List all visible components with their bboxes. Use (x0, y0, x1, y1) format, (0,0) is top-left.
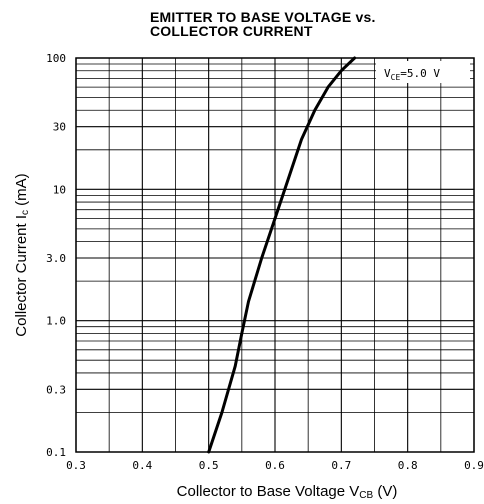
x-tick-label: 0.6 (265, 459, 285, 472)
data-series-line (207, 56, 357, 454)
y-tick-label: 10 (53, 183, 66, 196)
chart-subtitle: COLLECTOR CURRENT (150, 23, 313, 39)
y-tick-label: 30 (53, 121, 66, 134)
x-axis-label: Collector to Base Voltage VCB (V) (177, 483, 398, 501)
x-tick-label: 0.8 (398, 459, 418, 472)
chart-title: EMITTER TO BASE VOLTAGE vs. (150, 9, 376, 25)
y-tick-label: 3.0 (46, 252, 66, 265)
y-tick-label: 0.3 (46, 383, 66, 396)
y-tick-label: 1.0 (46, 315, 66, 328)
annotation-vce-label: VCE=5.0 V (384, 67, 440, 82)
annotation-background (376, 61, 470, 83)
x-tick-label: 0.5 (199, 459, 219, 472)
y-tick-label: 100 (46, 52, 66, 65)
plot-frame (75, 57, 475, 453)
y-axis-label: Collector Current Ic (mA) (13, 173, 31, 336)
x-tick-label: 0.7 (331, 459, 351, 472)
x-tick-label: 0.9 (464, 459, 484, 472)
x-tick-label: 0.4 (132, 459, 152, 472)
y-tick-label: 0.1 (46, 446, 66, 459)
x-tick-label: 0.3 (66, 459, 86, 472)
